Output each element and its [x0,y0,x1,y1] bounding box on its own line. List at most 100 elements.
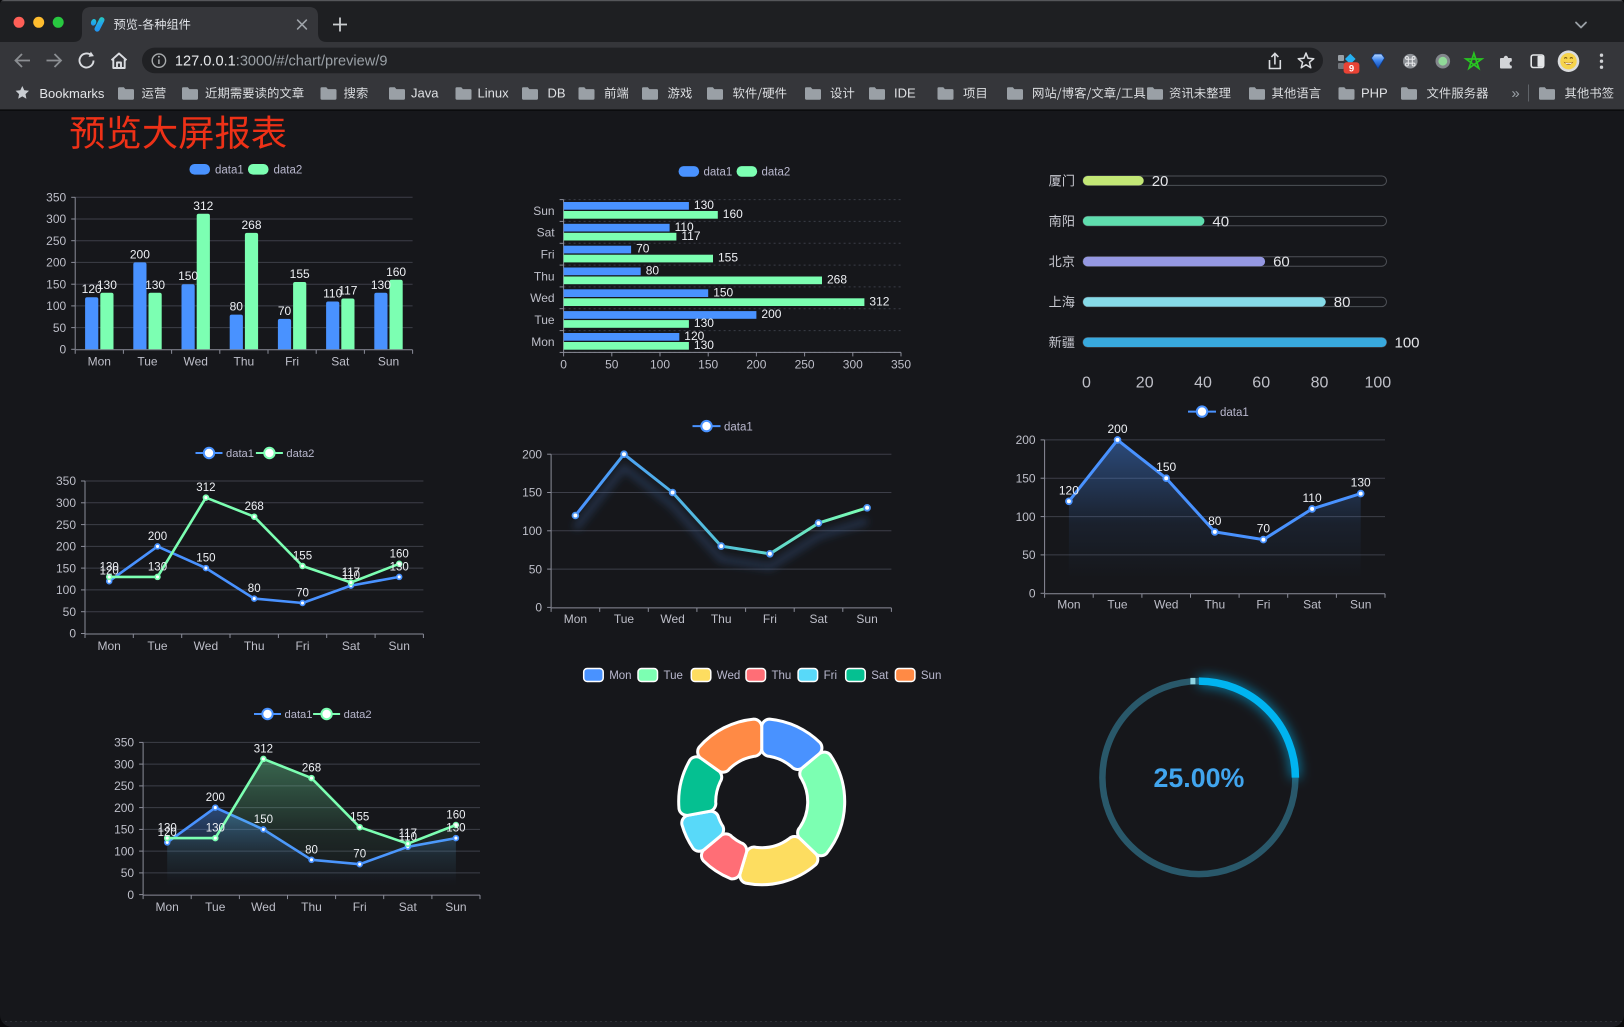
svg-text:200: 200 [56,540,76,554]
svg-text:150: 150 [114,823,134,837]
svg-text:200: 200 [206,792,225,804]
svg-text:Wed: Wed [717,670,740,682]
svg-text:20: 20 [1152,173,1169,190]
svg-text:40: 40 [1194,375,1212,392]
svg-text:Fri: Fri [1256,598,1270,612]
svg-text:Tue: Tue [614,612,635,626]
svg-text:Sat: Sat [331,355,350,369]
svg-text:Mon: Mon [609,670,631,682]
svg-text:0: 0 [560,358,567,372]
svg-text:110: 110 [399,831,417,843]
svg-text:Thu: Thu [244,639,265,653]
svg-text:Sat: Sat [399,900,418,914]
svg-text:200: 200 [148,531,167,543]
svg-text:Thu: Thu [234,355,255,369]
svg-text:130: 130 [97,278,117,292]
svg-text:Mon: Mon [531,335,554,349]
svg-text:350: 350 [891,358,911,372]
svg-text:120: 120 [1059,483,1079,497]
svg-text:130: 130 [100,561,119,573]
svg-text:Mon: Mon [98,639,121,653]
svg-text:Mon: Mon [1057,598,1080,612]
svg-text:Sat: Sat [537,226,556,240]
svg-text:80: 80 [1208,514,1222,528]
svg-text:data2: data2 [274,164,303,176]
svg-text:data1: data1 [704,167,733,179]
svg-text:130: 130 [145,278,165,292]
svg-text:70: 70 [278,304,292,318]
svg-text:200: 200 [1016,433,1036,447]
svg-text:Sun: Sun [856,612,877,626]
svg-text:0: 0 [127,888,134,902]
svg-text:80: 80 [1311,375,1329,392]
svg-text:40: 40 [1212,213,1229,230]
svg-text:Fri: Fri [541,248,555,262]
svg-text:155: 155 [350,812,369,824]
svg-text:Tue: Tue [137,355,158,369]
svg-text:Tue: Tue [534,313,555,327]
svg-text:80: 80 [1334,294,1351,311]
svg-text:70: 70 [296,588,309,600]
svg-text:Fri: Fri [353,900,367,914]
svg-text:150: 150 [46,277,66,291]
svg-text:160: 160 [723,207,743,221]
svg-text:Thu: Thu [534,269,555,283]
svg-text:Sun: Sun [389,639,410,653]
svg-text:150: 150 [698,358,718,372]
svg-text:150: 150 [56,561,76,575]
svg-text:200: 200 [1107,422,1127,436]
svg-text:130: 130 [206,823,225,835]
svg-text:Sun: Sun [921,670,941,682]
svg-text:110: 110 [342,570,360,582]
svg-text:268: 268 [245,501,264,513]
svg-text:50: 50 [63,605,77,619]
svg-text:110: 110 [323,287,342,301]
svg-text:250: 250 [795,358,815,372]
svg-text:268: 268 [302,763,321,775]
svg-text:9: 9 [1349,63,1354,74]
svg-text:80: 80 [305,844,318,856]
svg-text:100: 100 [46,299,66,313]
svg-text:80: 80 [230,300,244,314]
svg-text:312: 312 [869,294,889,308]
svg-text:200: 200 [130,247,150,261]
svg-text:data2: data2 [286,448,314,460]
svg-text:0: 0 [1082,375,1091,392]
svg-text:250: 250 [114,779,134,793]
svg-text:80: 80 [248,583,261,595]
svg-text:Wed: Wed [251,900,275,914]
svg-text:110: 110 [1303,491,1322,505]
svg-text:Thu: Thu [772,670,792,682]
svg-text:80: 80 [646,264,660,278]
svg-text:312: 312 [193,199,213,213]
svg-text:0: 0 [60,343,67,357]
svg-text:Sun: Sun [533,204,554,218]
svg-text:PHP: PHP [1361,86,1388,101]
svg-text:Bookmarks: Bookmarks [39,86,105,101]
svg-text:100: 100 [1364,375,1391,392]
svg-text:70: 70 [1257,522,1271,536]
svg-text:160: 160 [390,548,409,560]
svg-text:130: 130 [1351,476,1371,490]
svg-text:117: 117 [681,229,700,243]
svg-text:IDE: IDE [894,86,916,101]
svg-text:350: 350 [46,191,66,205]
svg-text:117: 117 [399,828,417,840]
svg-text:350: 350 [56,474,76,488]
svg-text:Wed: Wed [530,291,554,305]
svg-text:Fri: Fri [763,612,777,626]
svg-text:312: 312 [254,743,273,755]
svg-text:60: 60 [1252,375,1270,392]
svg-text:Sun: Sun [378,355,399,369]
svg-text:160: 160 [446,810,465,822]
svg-text:100: 100 [1016,510,1036,524]
svg-text:50: 50 [605,358,619,372]
svg-text:0: 0 [69,627,76,641]
svg-text:60: 60 [1273,254,1290,271]
svg-text:300: 300 [46,212,66,226]
svg-text:Sun: Sun [445,900,466,914]
svg-text:100: 100 [522,524,542,538]
svg-text:130: 130 [371,278,391,292]
svg-text:Thu: Thu [1204,598,1225,612]
svg-text:Sat: Sat [809,612,828,626]
